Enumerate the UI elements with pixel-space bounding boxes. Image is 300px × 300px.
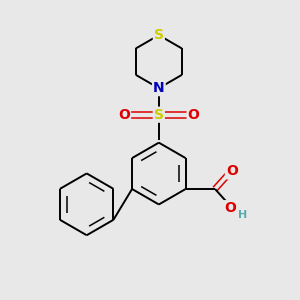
Text: O: O [188,108,200,122]
Text: H: H [238,210,247,220]
Text: S: S [154,28,164,42]
Text: O: O [118,108,130,122]
Text: S: S [154,108,164,122]
Text: O: O [224,201,236,215]
Text: O: O [226,164,238,178]
Text: N: N [153,81,165,95]
